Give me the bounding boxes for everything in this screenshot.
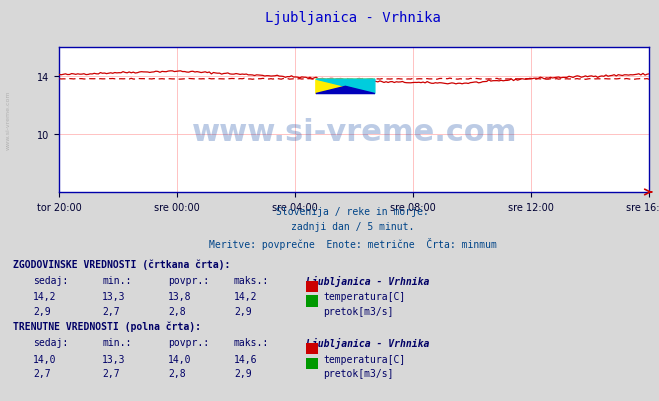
Text: 14,0: 14,0 — [168, 354, 192, 364]
Text: 14,0: 14,0 — [33, 354, 57, 364]
Text: 2,7: 2,7 — [102, 368, 120, 378]
Text: Ljubljanica - Vrhnika: Ljubljanica - Vrhnika — [265, 11, 440, 25]
Text: sedaj:: sedaj: — [33, 275, 68, 286]
Text: 2,9: 2,9 — [33, 306, 51, 316]
Text: min.:: min.: — [102, 275, 132, 286]
Text: temperatura[C]: temperatura[C] — [324, 292, 406, 302]
Text: maks.:: maks.: — [234, 338, 269, 348]
Text: pretok[m3/s]: pretok[m3/s] — [324, 306, 394, 316]
Polygon shape — [316, 80, 375, 94]
Text: Meritve: povprečne  Enote: metrične  Črta: minmum: Meritve: povprečne Enote: metrične Črta:… — [209, 237, 496, 249]
Text: TRENUTNE VREDNOSTI (polna črta):: TRENUTNE VREDNOSTI (polna črta): — [13, 321, 201, 331]
Polygon shape — [316, 80, 375, 94]
Text: pretok[m3/s]: pretok[m3/s] — [324, 368, 394, 378]
Text: min.:: min.: — [102, 338, 132, 348]
Text: 2,9: 2,9 — [234, 368, 252, 378]
Text: maks.:: maks.: — [234, 275, 269, 286]
Text: 14,6: 14,6 — [234, 354, 258, 364]
Text: Ljubljanica - Vrhnika: Ljubljanica - Vrhnika — [306, 338, 430, 348]
Text: 14,2: 14,2 — [234, 292, 258, 302]
Text: 14,2: 14,2 — [33, 292, 57, 302]
Text: povpr.:: povpr.: — [168, 275, 209, 286]
Text: 13,8: 13,8 — [168, 292, 192, 302]
Text: Ljubljanica - Vrhnika: Ljubljanica - Vrhnika — [306, 275, 430, 286]
Text: 13,3: 13,3 — [102, 354, 126, 364]
Text: Slovenija / reke in morje.: Slovenija / reke in morje. — [276, 207, 429, 217]
Text: 2,7: 2,7 — [33, 368, 51, 378]
Polygon shape — [316, 87, 375, 94]
Text: 2,8: 2,8 — [168, 306, 186, 316]
Text: sedaj:: sedaj: — [33, 338, 68, 348]
Text: 2,8: 2,8 — [168, 368, 186, 378]
Text: 13,3: 13,3 — [102, 292, 126, 302]
Text: www.si-vreme.com: www.si-vreme.com — [192, 117, 517, 146]
Text: 2,9: 2,9 — [234, 306, 252, 316]
Text: zadnji dan / 5 minut.: zadnji dan / 5 minut. — [291, 222, 415, 232]
Text: ZGODOVINSKE VREDNOSTI (črtkana črta):: ZGODOVINSKE VREDNOSTI (črtkana črta): — [13, 259, 231, 269]
Text: 2,7: 2,7 — [102, 306, 120, 316]
Text: povpr.:: povpr.: — [168, 338, 209, 348]
Text: www.si-vreme.com: www.si-vreme.com — [6, 91, 11, 150]
Text: temperatura[C]: temperatura[C] — [324, 354, 406, 364]
